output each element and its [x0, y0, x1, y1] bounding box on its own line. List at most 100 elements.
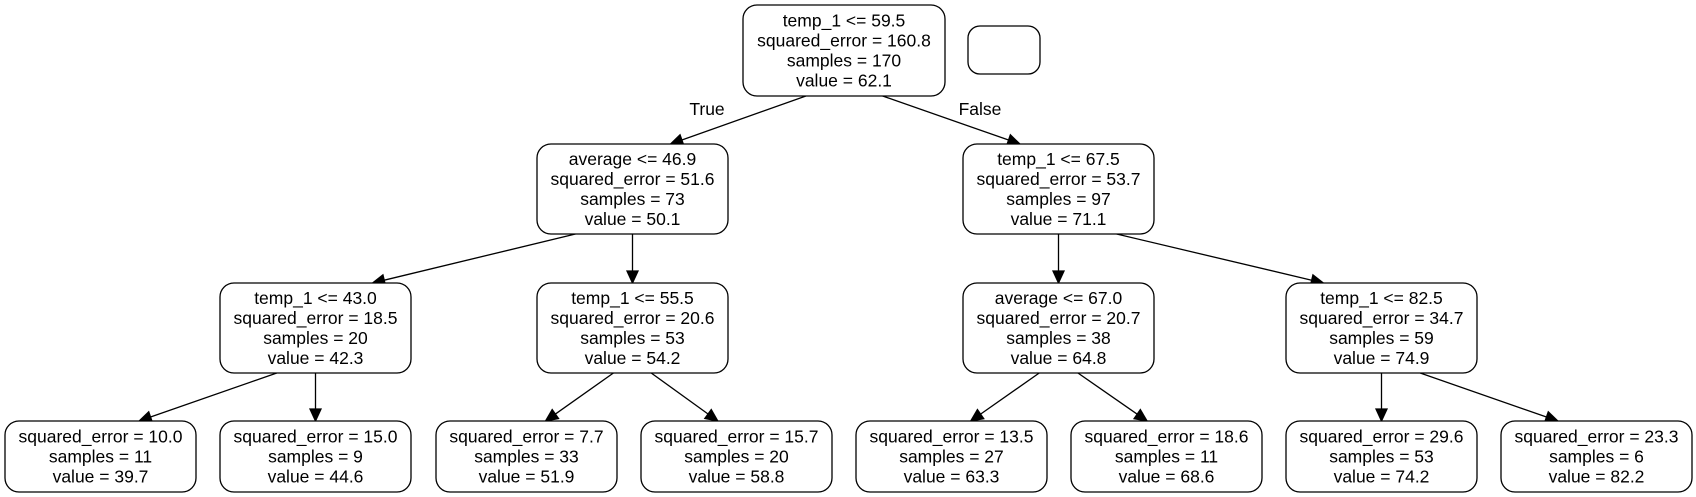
tree-edge-label: False [959, 99, 1002, 119]
tree-edge-n4-n10 [650, 372, 720, 422]
tree-node-line: squared_error = 23.3 [1515, 427, 1679, 448]
tree-node-line: samples = 9 [268, 447, 363, 467]
tree-node-line: squared_error = 29.6 [1300, 427, 1464, 448]
tree-node-line: value = 39.7 [53, 467, 149, 487]
tree-edge-line [1077, 372, 1138, 415]
tree-edge-arrowhead [1051, 270, 1066, 285]
tree-node-line: average <= 46.9 [569, 149, 696, 169]
tree-node-line: samples = 53 [1329, 447, 1434, 467]
tree-node-box [1070, 420, 1263, 493]
tree-edge-n0-n2: False [882, 95, 1022, 146]
tree-edge-arrowhead [969, 408, 985, 422]
tree-edge-line [650, 372, 709, 415]
tree-node-line: squared_error = 13.5 [870, 427, 1034, 448]
tree-node-line: temp_1 <= 55.5 [571, 288, 694, 309]
tree-node-line: squared_error = 20.6 [551, 308, 715, 329]
tree-node-line: value = 58.8 [689, 467, 785, 487]
tree-node-line: samples = 170 [787, 51, 902, 71]
tree-edge-n1-n4 [625, 234, 640, 285]
tree-node-line: samples = 53 [580, 328, 685, 348]
tree-node-line: samples = 20 [684, 447, 789, 467]
tree-node-line: samples = 38 [1006, 328, 1111, 348]
tree-edge-line [1419, 372, 1547, 418]
tree-node-box [855, 420, 1048, 493]
tree-node-line: samples = 11 [1115, 447, 1218, 467]
tree-node-line: temp_1 <= 82.5 [1320, 288, 1443, 309]
tree-edge-n0-n1: True [669, 95, 807, 146]
tree-edge-label: True [689, 99, 724, 119]
tree-node-box [435, 420, 618, 493]
tree-edge-n6-n13 [1374, 373, 1389, 423]
tree-node-line: samples = 27 [899, 447, 1004, 467]
tree-edge-n2-n5 [1051, 234, 1066, 285]
tree-node-line: samples = 33 [474, 447, 579, 467]
tree-node-line: squared_error = 20.7 [977, 308, 1141, 329]
empty-legend-box [967, 25, 1041, 75]
tree-node-line: temp_1 <= 59.5 [783, 11, 906, 32]
tree-edge-n5-n12 [1077, 372, 1149, 422]
tree-node-box [219, 420, 412, 493]
tree-node-line: squared_error = 18.5 [234, 308, 398, 329]
tree-node-box [536, 143, 729, 235]
tree-edge-arrowhead [1374, 408, 1389, 423]
tree-node-line: squared_error = 18.6 [1085, 427, 1249, 448]
tree-node-line: average <= 67.0 [995, 288, 1123, 308]
tree-node-box [742, 4, 946, 97]
tree-edge-n1-n3 [371, 233, 576, 287]
tree-edge-n6-n14 [1419, 372, 1560, 423]
tree-node-box [962, 282, 1155, 374]
tree-edge-arrowhead [308, 408, 323, 423]
tree-node-line: squared_error = 34.7 [1300, 308, 1464, 329]
tree-edge-line [555, 372, 614, 415]
tree-node-box [962, 143, 1155, 235]
tree-node-line: squared_error = 10.0 [19, 427, 183, 448]
tree-edge-n5-n11 [969, 372, 1040, 422]
tree-node-line: squared_error = 53.7 [977, 169, 1141, 190]
tree-edge-arrowhead [625, 270, 640, 285]
tree-edge-arrowhead [1132, 408, 1149, 422]
tree-node-line: value = 42.3 [268, 348, 364, 368]
tree-node-line: value = 44.6 [268, 467, 364, 487]
tree-node-line: value = 54.2 [585, 348, 681, 368]
tree-node-line: squared_error = 160.8 [757, 31, 931, 52]
tree-node-line: samples = 20 [263, 328, 368, 348]
tree-edge-line [681, 95, 807, 141]
tree-node-line: samples = 6 [1549, 447, 1644, 467]
tree-node-line: squared_error = 51.6 [551, 169, 715, 190]
tree-edge-arrowhead [544, 408, 560, 422]
tree-node-box [219, 282, 412, 374]
tree-node-box [640, 420, 833, 493]
tree-node-box [1500, 420, 1693, 493]
tree-node-line: value = 82.2 [1549, 467, 1645, 487]
tree-node-box [4, 420, 197, 493]
tree-node-line: samples = 11 [49, 447, 152, 467]
tree-node-line: value = 68.6 [1119, 467, 1215, 487]
tree-node-line: value = 50.1 [585, 209, 681, 229]
tree-node-line: value = 64.8 [1011, 348, 1107, 368]
tree-edge-n3-n8 [308, 373, 323, 423]
tree-node-box [1285, 282, 1478, 374]
tree-edge-line [1116, 233, 1312, 281]
tree-edge-line [882, 95, 1009, 141]
tree-node-line: samples = 59 [1329, 328, 1434, 348]
tree-node-box [536, 282, 729, 374]
tree-node-line: samples = 73 [580, 189, 685, 209]
tree-edge-n2-n6 [1116, 233, 1325, 287]
tree-node-line: value = 74.9 [1334, 348, 1430, 368]
tree-edge-arrowhead [703, 408, 720, 422]
tree-edge-line [980, 372, 1040, 415]
tree-node-line: temp_1 <= 67.5 [997, 149, 1120, 170]
